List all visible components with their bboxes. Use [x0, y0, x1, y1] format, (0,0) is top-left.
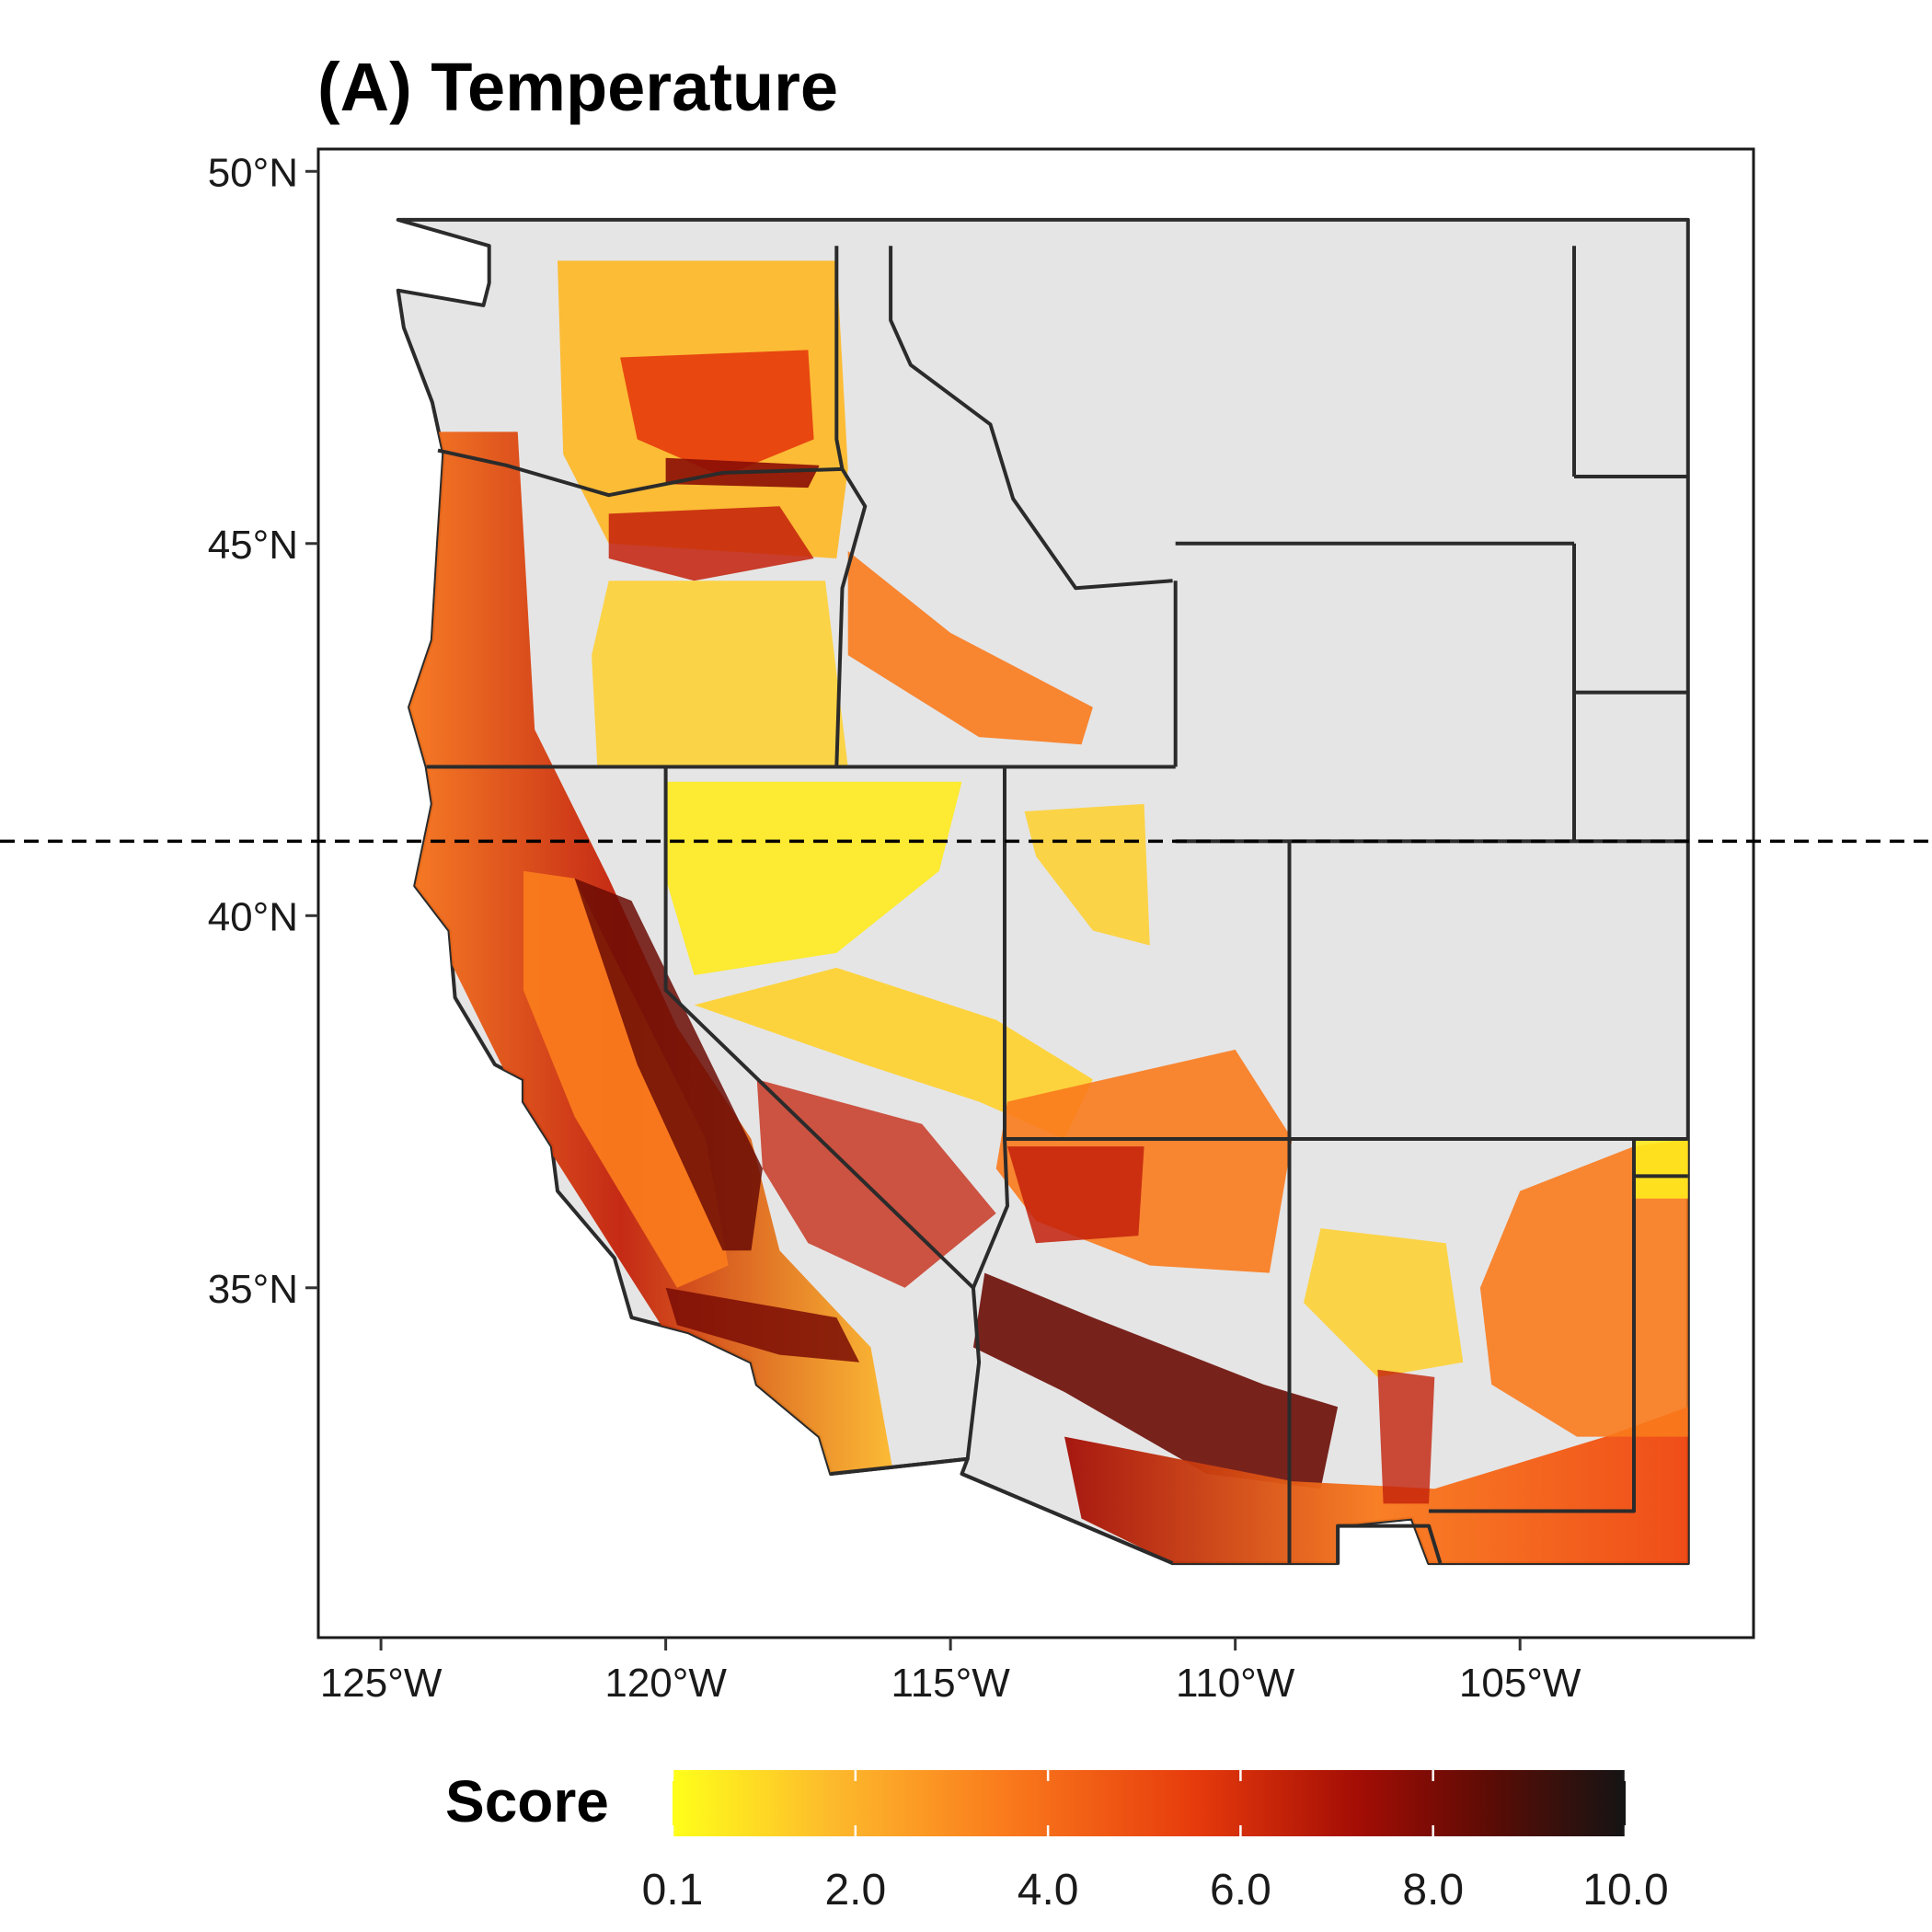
score-zone-utah-north [1024, 803, 1150, 946]
score-zone-blue-mountains [608, 506, 814, 581]
border-ca-az-mexico [830, 1456, 968, 1476]
legend-title: Score [445, 1768, 609, 1834]
score-zone-oklahoma-panhandle [1634, 1139, 1688, 1199]
border-ca-nv [663, 766, 975, 1290]
legend-tick-label: 6.0 [1210, 1866, 1271, 1915]
border-nm-ok-tx [1429, 1139, 1636, 1513]
state-borders [426, 246, 1688, 1565]
border-wa-id [834, 246, 845, 470]
x-tick-label: 115°W [891, 1661, 1011, 1706]
border-nm-mexico [1336, 1524, 1443, 1564]
score-zone-snake-river-plain [847, 550, 1093, 745]
score-zone-nm-highlands [1304, 1228, 1464, 1377]
legend-tick-label: 0.1 [642, 1866, 704, 1915]
legend-tick-label: 4.0 [1018, 1866, 1079, 1915]
score-zone-west-coast [397, 431, 894, 1482]
score-zone-new-mexico-east [1479, 1139, 1688, 1437]
x-tick-label: 110°W [1176, 1661, 1295, 1706]
border-wa-or [437, 448, 843, 498]
x-tick-label: 120°W [604, 1661, 727, 1706]
x-tick-label: 125°W [320, 1661, 443, 1706]
score-zone-oregon-high-desert [592, 581, 848, 767]
y-tick-label: 50°N [208, 150, 298, 195]
border-az-mexico [960, 1472, 1174, 1565]
legend-tick-label: 2.0 [824, 1866, 886, 1915]
score-zone-mogollon-rim [972, 1272, 1339, 1489]
x-axis: 125°W 120°W 115°W 110°W 105°W [320, 1638, 1581, 1706]
score-zone-transverse-ranges [665, 1287, 860, 1363]
score-zone-columbia-basin [620, 350, 814, 477]
score-legend: Score 0.1 2.0 4.0 6.0 8.0 10.0 [445, 1768, 1669, 1915]
score-zone-central-valley [523, 870, 729, 1288]
border-nv-ut-az [965, 766, 1009, 1460]
legend-tick-label: 10.0 [1582, 1866, 1668, 1915]
legend-colorbar [673, 1770, 1626, 1836]
score-zone-grand-canyon [1007, 1146, 1144, 1244]
score-zone-rio-grande [1377, 1369, 1435, 1504]
score-raster [397, 260, 1688, 1564]
score-zone-sierra-nevada [574, 878, 763, 1251]
x-tick-label: 105°W [1459, 1661, 1581, 1706]
border-id-mt [889, 246, 1173, 591]
score-zone-great-basin-south [694, 967, 1093, 1139]
score-zone-mojave [756, 1079, 996, 1288]
map-title: (A) Temperature [317, 49, 838, 125]
score-zone-nevada-north [665, 781, 962, 975]
y-axis: 50°N 45°N 40°N 35°N [208, 150, 318, 1312]
y-tick-label: 45°N [208, 523, 298, 568]
y-tick-label: 35°N [208, 1267, 298, 1312]
score-zone-sonoran-border [1064, 1407, 1688, 1564]
border-or-id [834, 467, 868, 767]
y-tick-label: 40°N [208, 894, 298, 939]
legend-tick-label: 8.0 [1402, 1866, 1464, 1915]
